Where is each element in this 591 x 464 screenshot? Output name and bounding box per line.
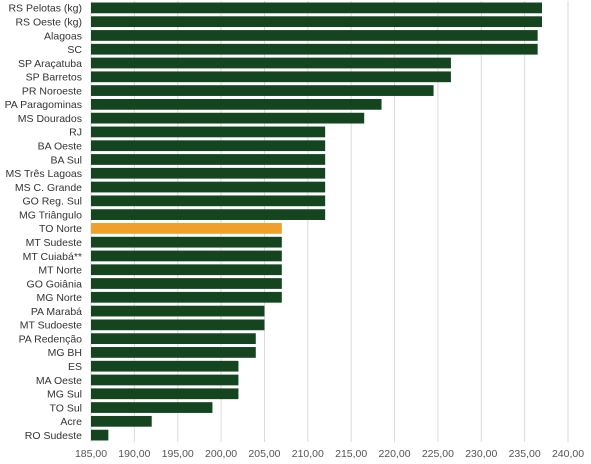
category-label: MS Dourados xyxy=(18,113,82,125)
x-tick-label: 205,00 xyxy=(248,448,280,460)
category-label: MS Três Lagoas xyxy=(6,168,82,180)
x-tick-label: 190,00 xyxy=(118,448,150,460)
bar xyxy=(91,98,382,110)
category-label: ES xyxy=(68,361,82,373)
bar xyxy=(91,112,365,124)
category-label: BA Sul xyxy=(50,154,82,166)
category-label: MT Sudoeste xyxy=(20,320,82,332)
bar xyxy=(91,388,239,400)
bar xyxy=(91,347,256,358)
category-labels: RS Pelotas (kg)RS Oeste (kg) Alagoas SC SP … xyxy=(5,3,83,442)
category-label: TO Norte xyxy=(39,223,82,235)
category-label: SP Barretos xyxy=(26,72,82,84)
x-tick-labels: 185,00 190,00 195,00 200,00 205,00 210,00 215,… xyxy=(75,448,584,460)
bar xyxy=(91,2,542,14)
category-label: TO Sul xyxy=(50,402,82,414)
x-tick-label: 240,00 xyxy=(552,448,584,460)
category-label: SP Araçatuba xyxy=(18,58,82,70)
bar xyxy=(91,140,326,152)
category-label: RO Sudeste xyxy=(25,430,82,442)
category-label: RS Pelotas (kg) xyxy=(8,3,82,15)
bar xyxy=(91,264,282,276)
bar xyxy=(91,30,538,41)
category-label: MS C. Grande xyxy=(15,182,82,194)
category-label: MA Oeste xyxy=(36,375,82,387)
x-tick-label: 225,00 xyxy=(422,448,454,460)
bar xyxy=(91,195,326,207)
category-label: PA Paragominas xyxy=(5,99,82,111)
category-label: RS Oeste (kg) xyxy=(15,16,82,28)
bar xyxy=(91,250,282,262)
bar xyxy=(91,360,239,372)
bar xyxy=(91,278,282,289)
bar xyxy=(91,154,326,165)
category-label: SC xyxy=(67,44,82,56)
bar xyxy=(91,402,213,413)
bar xyxy=(91,415,152,427)
x-tick-label: 210,00 xyxy=(292,448,324,460)
category-label: BA Oeste xyxy=(38,141,83,153)
bar xyxy=(91,429,109,441)
category-label: GO Goiânia xyxy=(27,278,83,290)
x-tick-label: 230,00 xyxy=(465,448,497,460)
category-label: GO Reg. Sul xyxy=(22,196,82,208)
category-label: RJ xyxy=(69,127,82,139)
bar xyxy=(91,57,451,69)
category-label: PA Redenção xyxy=(19,333,83,345)
bar xyxy=(91,333,256,345)
category-label: Alagoas xyxy=(44,30,82,42)
bar xyxy=(91,126,326,138)
x-tick-label: 215,00 xyxy=(335,448,367,460)
category-label: MT Sudeste xyxy=(26,237,83,249)
bar xyxy=(91,319,265,331)
x-tick-label: 185,00 xyxy=(75,448,107,460)
bar xyxy=(91,305,265,317)
x-tick-label: 220,00 xyxy=(378,448,410,460)
category-label: Acre xyxy=(60,416,82,428)
bar xyxy=(91,71,451,83)
bar xyxy=(91,85,434,96)
category-label: PR Noroeste xyxy=(22,85,82,97)
bar xyxy=(91,43,538,55)
bar xyxy=(91,223,282,234)
category-label: MT Norte xyxy=(38,265,82,277)
x-tick-label: 200,00 xyxy=(205,448,237,460)
bar xyxy=(91,167,326,179)
x-tick-label: 195,00 xyxy=(162,448,194,460)
x-tick-label: 235,00 xyxy=(509,448,541,460)
category-label: MG Sul xyxy=(47,389,82,401)
category-label: PA Marabá xyxy=(31,306,82,318)
bar xyxy=(91,181,326,193)
bar xyxy=(91,374,239,386)
category-label: MT Cuiabá** xyxy=(23,251,82,263)
bar xyxy=(91,209,326,220)
bars xyxy=(91,2,542,441)
bar xyxy=(91,236,282,248)
category-label: MG BH xyxy=(48,347,82,359)
category-label: MG Triângulo xyxy=(19,209,82,221)
bar xyxy=(91,16,542,28)
category-label: MG Norte xyxy=(36,292,82,304)
bar xyxy=(91,291,282,303)
